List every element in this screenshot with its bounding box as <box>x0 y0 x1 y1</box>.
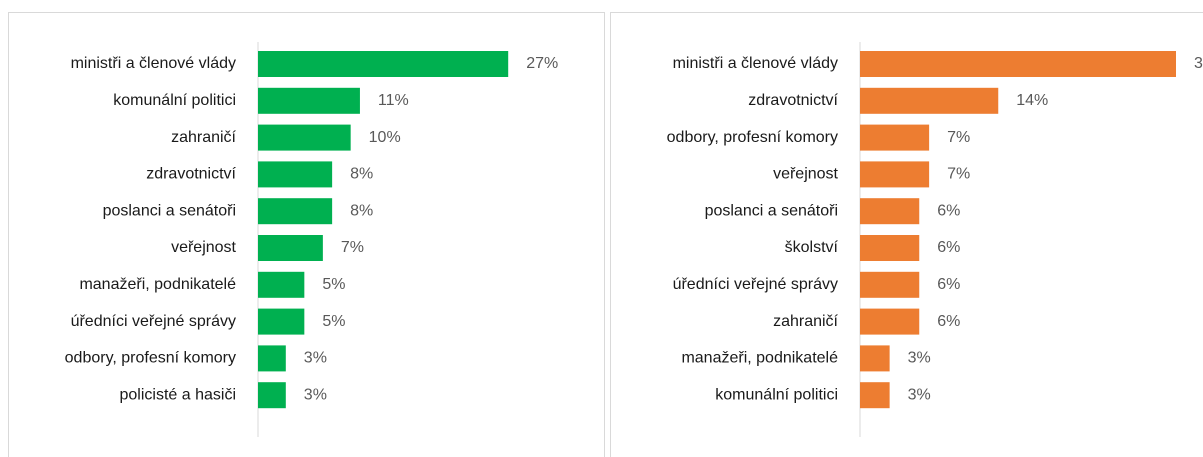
bar <box>860 87 999 114</box>
bar <box>860 51 1176 77</box>
category-label: poslanci a senátoři <box>103 202 236 219</box>
category-label: úředníci veřejné správy <box>673 276 838 293</box>
bar <box>860 345 890 372</box>
category-label: veřejnost <box>171 239 236 256</box>
value-label: 7% <box>341 239 364 256</box>
bar <box>258 87 360 114</box>
bar <box>860 382 890 409</box>
bar <box>860 124 930 151</box>
bar <box>258 382 286 409</box>
category-label: komunální politici <box>715 386 838 403</box>
value-label: 7% <box>947 129 970 146</box>
panel-border <box>8 12 605 457</box>
bar <box>258 51 509 77</box>
category-label: úředníci veřejné správy <box>71 313 236 330</box>
bar <box>258 161 333 188</box>
value-label: 5% <box>322 276 345 293</box>
category-label: zahraničí <box>171 129 236 146</box>
bar <box>258 235 323 261</box>
panel-border <box>610 12 1203 457</box>
value-label: 8% <box>350 202 373 219</box>
bar <box>860 308 920 335</box>
category-label: odbory, profesní komory <box>667 129 838 146</box>
bar <box>860 235 920 261</box>
category-label: ministři a členové vlády <box>71 55 236 72</box>
value-label: 5% <box>322 313 345 330</box>
value-label: 6% <box>937 313 960 330</box>
value-label: 3% <box>304 350 327 367</box>
category-label: ministři a členové vlády <box>673 55 838 72</box>
bar <box>258 271 305 298</box>
value-label: 6% <box>937 239 960 256</box>
category-label: veřejnost <box>773 166 838 183</box>
bar <box>860 271 920 298</box>
bar <box>258 345 286 372</box>
value-label: 32% <box>1194 55 1203 72</box>
bar <box>258 124 351 151</box>
category-label: odbory, profesní komory <box>65 350 236 367</box>
value-label: 11% <box>378 92 409 109</box>
bar <box>258 198 333 225</box>
category-label: komunální politici <box>113 92 236 109</box>
value-label: 7% <box>947 166 970 183</box>
category-label: zdravotnictví <box>146 166 236 183</box>
bar <box>258 308 305 335</box>
value-label: 10% <box>369 129 401 146</box>
value-label: 3% <box>908 350 931 367</box>
category-label: zahraničí <box>773 313 838 330</box>
value-label: 3% <box>304 386 327 403</box>
category-label: manažeři, podnikatelé <box>681 350 838 367</box>
value-label: 3% <box>908 386 931 403</box>
category-label: poslanci a senátoři <box>705 202 838 219</box>
value-label: 6% <box>937 202 960 219</box>
value-label: 14% <box>1016 92 1048 109</box>
category-label: policisté a hasiči <box>120 386 237 403</box>
category-label: manažeři, podnikatelé <box>79 276 236 293</box>
category-label: školství <box>785 239 839 256</box>
value-label: 8% <box>350 166 373 183</box>
value-label: 27% <box>526 55 558 72</box>
bar <box>860 198 920 225</box>
category-label: zdravotnictví <box>748 92 838 109</box>
value-label: 6% <box>937 276 960 293</box>
bar <box>860 161 930 188</box>
